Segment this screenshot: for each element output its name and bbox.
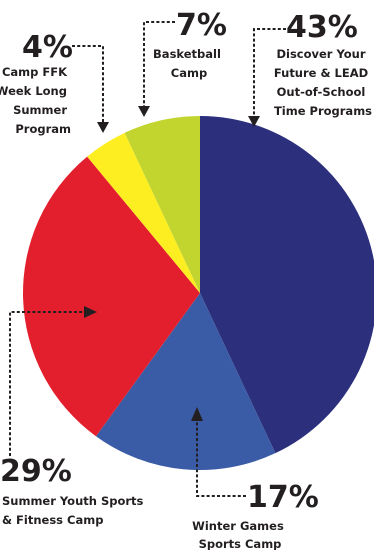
pie-slice-43 [200, 116, 374, 454]
category-label-17-line: Sports Camp [199, 537, 282, 550]
category-label-7-line: Camp [171, 66, 207, 80]
percent-label-17: 17% [247, 480, 319, 515]
leader-line-17 [196, 420, 246, 497]
category-label-17: Winter Games Sports Camp [192, 519, 288, 550]
category-label-29-line: & Fitness Camp [2, 513, 103, 527]
leader-arrow-4 [97, 122, 109, 133]
category-label-43-line: Future & LEAD [274, 66, 368, 80]
pie-slice-4 [87, 132, 200, 293]
leader-line-29 [9, 311, 86, 456]
leader-arrow-29 [84, 306, 97, 318]
category-label-4-line: (Week Long [0, 84, 67, 98]
pie-slices [22, 116, 374, 470]
category-label-29-line: Summer Youth Sports [2, 494, 144, 508]
category-label-4-line: Camp FFK [2, 65, 68, 79]
category-label-29: Summer Youth Sports & Fitness Camp [2, 494, 147, 527]
leader-arrow-17 [191, 407, 203, 421]
leader-line-7 [143, 21, 175, 108]
category-label-4: Camp FFK (Week Long Summer Program [0, 65, 71, 136]
category-label-4-line: Program [15, 122, 71, 136]
leader-arrow-7 [138, 106, 150, 117]
category-label-43-line: Out-of-School [277, 85, 366, 99]
percent-label-4: 4% [22, 30, 73, 65]
category-label-7-line: Basketball [153, 47, 221, 61]
percent-label-29: 29% [0, 454, 72, 489]
category-label-7: Basketball Camp [153, 47, 225, 80]
category-label-4-line: Summer [13, 103, 67, 117]
percent-label-43: 43% [286, 10, 358, 45]
category-label-17-line: Winter Games [192, 519, 284, 533]
category-label-43: Discover Your Future & LEAD Out-of-Schoo… [274, 47, 372, 118]
category-label-43-line: Time Programs [274, 104, 372, 118]
pie-slice-17 [95, 293, 276, 470]
category-label-43-line: Discover Your [276, 47, 365, 61]
pie-slice-7 [124, 116, 200, 293]
leader-line-43 [253, 28, 286, 118]
percent-label-7: 7% [176, 8, 227, 43]
leader-lines [9, 21, 286, 497]
leader-line-4 [72, 45, 104, 124]
leader-arrow-43 [248, 116, 260, 127]
pie-slice-29 [22, 156, 201, 437]
